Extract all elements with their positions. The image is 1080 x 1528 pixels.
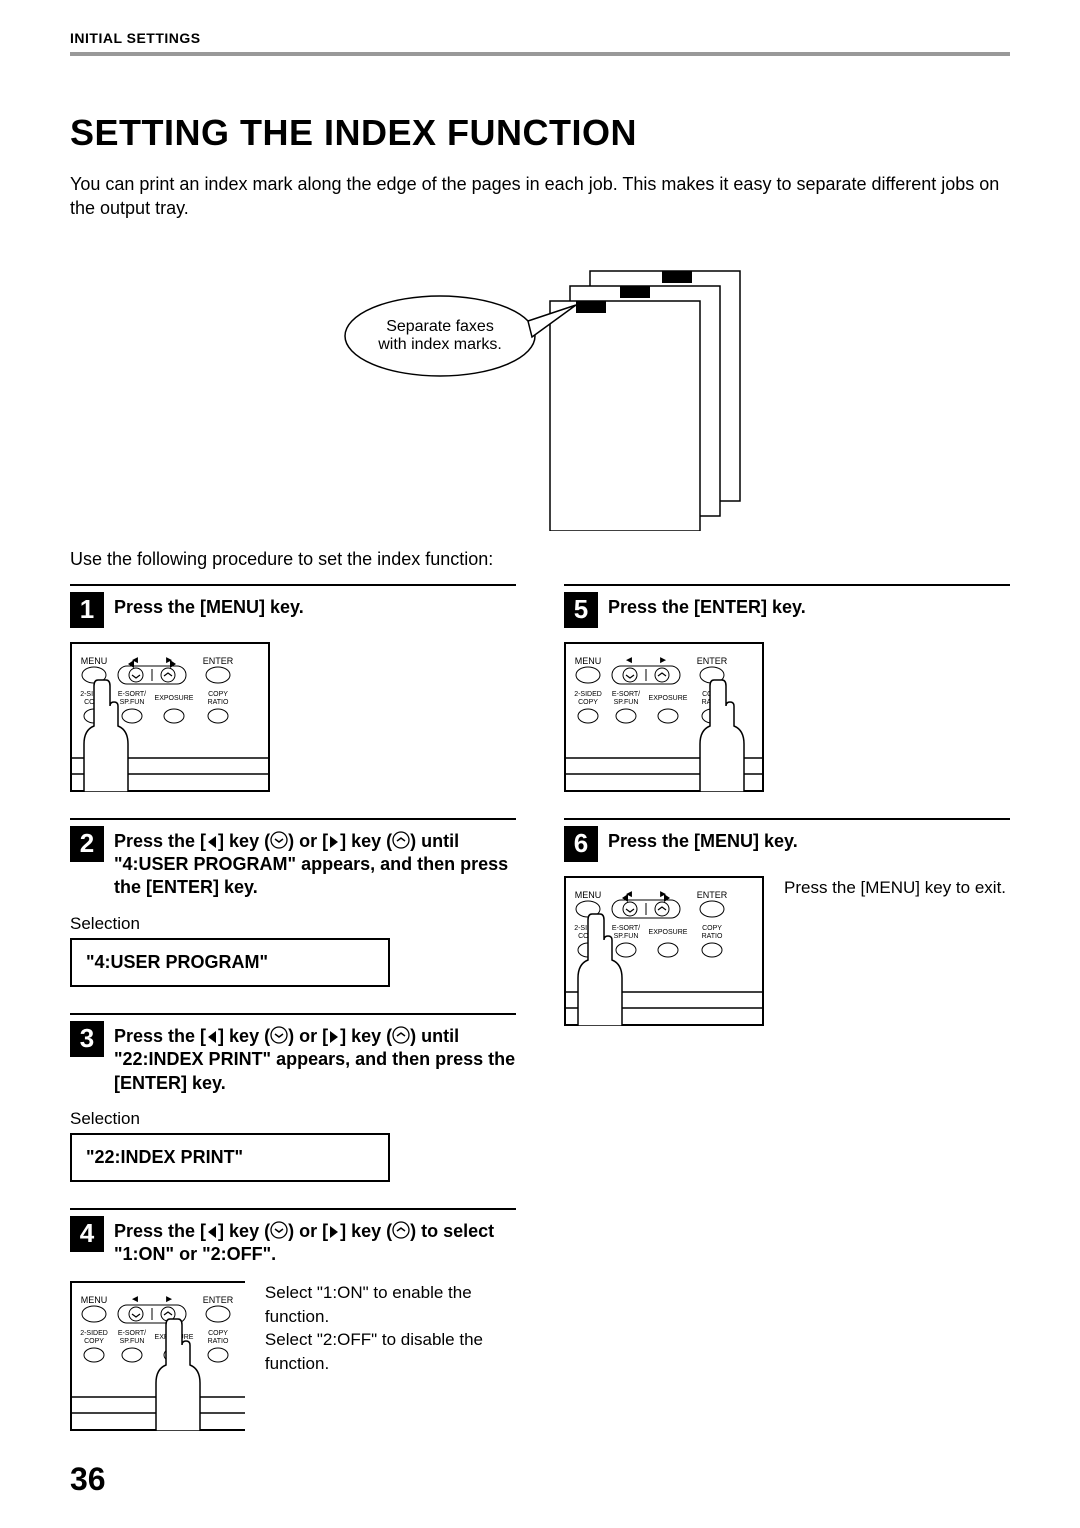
step-number: 5	[564, 592, 598, 628]
selection-box: "22:INDEX PRINT"	[70, 1133, 390, 1182]
right-column: 5 Press the [ENTER] key. 6 Press the [ME…	[564, 584, 1010, 1457]
section-label: INITIAL SETTINGS	[70, 30, 1010, 46]
figure-svg: Separate faxes with index marks.	[330, 241, 750, 531]
step-1: 1 Press the [MENU] key.	[70, 584, 516, 792]
control-panel-menu	[70, 642, 270, 792]
step-6: 6 Press the [MENU] key. Press the [MENU]…	[564, 818, 1010, 1026]
step6-note: Press the [MENU] key to exit.	[784, 876, 1006, 900]
step-number: 3	[70, 1021, 104, 1057]
step4-note: Select "1:ON" to enable the function. Se…	[265, 1281, 516, 1376]
step-rule	[70, 584, 516, 586]
control-panel-menu	[564, 876, 764, 1026]
selection-label: Selection	[70, 1109, 516, 1129]
up-circle-icon	[392, 831, 410, 849]
step-rule	[564, 584, 1010, 586]
down-circle-icon	[270, 831, 288, 849]
selection-label: Selection	[70, 914, 516, 934]
step-rule	[70, 1208, 516, 1210]
control-panel-enter	[564, 642, 764, 792]
step-number: 1	[70, 592, 104, 628]
step-4: 4 Press the [] key () or [] key () to se…	[70, 1208, 516, 1431]
step-rule	[70, 1013, 516, 1015]
step-number: 4	[70, 1216, 104, 1252]
step-rule	[564, 818, 1010, 820]
control-panel-arrows	[70, 1281, 245, 1431]
right-arrow-icon	[328, 1225, 340, 1239]
step-rule	[70, 818, 516, 820]
down-circle-icon	[270, 1221, 288, 1239]
left-column: 1 Press the [MENU] key. 2 Press the [] k…	[70, 584, 516, 1457]
step-text: Press the [] key () or [] key () until "…	[114, 826, 516, 900]
step-text: Press the [ENTER] key.	[608, 592, 806, 619]
page-title: SETTING THE INDEX FUNCTION	[70, 112, 1010, 154]
down-circle-icon	[270, 1026, 288, 1044]
step-3: 3 Press the [] key () or [] key () until…	[70, 1013, 516, 1182]
step-2: 2 Press the [] key () or [] key () until…	[70, 818, 516, 987]
page-number: 36	[70, 1461, 106, 1498]
step-text: Press the [MENU] key.	[114, 592, 304, 619]
index-mark-figure: Separate faxes with index marks.	[70, 241, 1010, 531]
up-circle-icon	[392, 1221, 410, 1239]
step-text: Press the [MENU] key.	[608, 826, 798, 853]
intro-text: You can print an index mark along the ed…	[70, 172, 1010, 221]
step-5: 5 Press the [ENTER] key.	[564, 584, 1010, 792]
up-circle-icon	[392, 1026, 410, 1044]
figure-callout-line1: Separate faxes	[386, 318, 494, 335]
header: INITIAL SETTINGS	[70, 30, 1010, 56]
procedure-lead: Use the following procedure to set the i…	[70, 549, 1010, 570]
selection-box: "4:USER PROGRAM"	[70, 938, 390, 987]
step-number: 2	[70, 826, 104, 862]
header-rule	[70, 52, 1010, 56]
figure-callout-line2: with index marks.	[377, 336, 502, 353]
right-arrow-icon	[328, 1030, 340, 1044]
left-arrow-icon	[206, 1225, 218, 1239]
step-text: Press the [] key () or [] key () until "…	[114, 1021, 516, 1095]
steps-columns: 1 Press the [MENU] key. 2 Press the [] k…	[70, 584, 1010, 1457]
right-arrow-icon	[328, 835, 340, 849]
left-arrow-icon	[206, 835, 218, 849]
step-text: Press the [] key () or [] key () to sele…	[114, 1216, 516, 1267]
left-arrow-icon	[206, 1030, 218, 1044]
step-number: 6	[564, 826, 598, 862]
